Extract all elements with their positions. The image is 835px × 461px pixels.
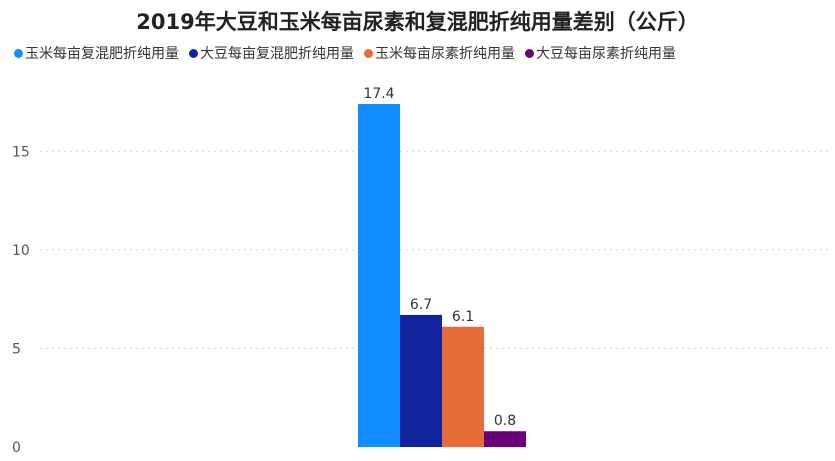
chart-title: 2019年大豆和玉米每亩尿素和复混肥折纯用量差别（公斤） [136,10,699,34]
legend: 玉米每亩复混肥折纯用量 大豆每亩复混肥折纯用量 玉米每亩尿素折纯用量 大豆每亩尿… [14,43,676,63]
data-label: 6.1 [452,309,474,325]
y-tick-label: 0 [12,440,21,456]
bar [484,431,526,447]
y-tick-label: 10 [12,243,30,259]
legend-label: 大豆每亩尿素折纯用量 [536,46,676,62]
data-label: 17.4 [363,86,394,102]
legend-marker-icon [525,48,534,58]
y-tick-label: 15 [12,144,30,160]
bar [400,314,442,447]
data-label: 0.8 [494,413,516,429]
legend-item[interactable]: 大豆每亩复混肥折纯用量 [189,43,354,63]
legend-item[interactable]: 玉米每亩复混肥折纯用量 [14,43,179,63]
legend-marker-icon [364,48,373,58]
data-label: 6.7 [410,297,432,313]
legend-marker-icon [189,48,198,58]
legend-marker-icon [14,48,23,58]
bar [358,104,400,447]
legend-label: 玉米每亩复混肥折纯用量 [25,46,179,62]
legend-label: 玉米每亩尿素折纯用量 [375,46,515,62]
legend-label: 大豆每亩复混肥折纯用量 [200,46,354,62]
bar [442,326,484,447]
legend-item[interactable]: 大豆每亩尿素折纯用量 [525,43,676,63]
y-tick-label: 5 [12,341,21,357]
legend-item[interactable]: 玉米每亩尿素折纯用量 [364,43,515,63]
